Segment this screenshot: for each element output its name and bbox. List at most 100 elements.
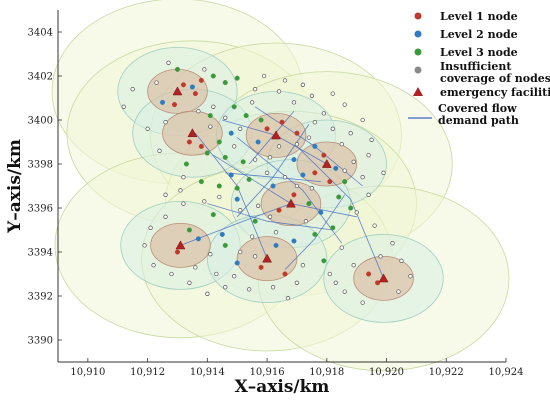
level-2-node-point bbox=[312, 143, 318, 149]
level-2-node-point bbox=[291, 238, 297, 244]
level-2-node-point bbox=[160, 99, 166, 105]
insufficient-coverage-of-nodes-point bbox=[351, 159, 356, 164]
insufficient-coverage-of-nodes-point bbox=[249, 100, 255, 105]
insufficient-coverage-of-nodes-point bbox=[151, 263, 156, 268]
level-1-node-point bbox=[198, 143, 204, 149]
x-tick-label: 10,918 bbox=[309, 367, 344, 378]
insufficient-coverage-of-nodes-point bbox=[276, 144, 282, 149]
insufficient-coverage-of-nodes-point bbox=[273, 230, 279, 235]
insufficient-coverage-of-nodes-point bbox=[193, 265, 198, 270]
flow-demand-paths bbox=[180, 106, 384, 279]
insufficient-coverage-of-nodes-point bbox=[330, 126, 335, 131]
level-1-node-point bbox=[294, 130, 300, 136]
y-tick-label: 3400 bbox=[28, 116, 53, 127]
emergency-facility-marker bbox=[286, 198, 296, 208]
insufficient-coverage-of-nodes-point bbox=[130, 87, 135, 92]
insufficient-coverage-of-nodes-point bbox=[321, 111, 326, 116]
insufficient-coverage-of-nodes-point bbox=[306, 135, 312, 140]
legend: Level 1 node Level 2 node Level 3 nodeInsu… bbox=[408, 10, 550, 127]
insufficient-coverage-of-nodes-point bbox=[208, 252, 213, 257]
y-tick-label: 3394 bbox=[28, 248, 53, 259]
insufficient-coverage-of-nodes-point bbox=[330, 91, 335, 96]
x-tick-label: 10,912 bbox=[130, 367, 165, 378]
insufficient-coverage-of-nodes-point bbox=[261, 73, 267, 79]
insufficient-coverage-of-nodes-point bbox=[148, 225, 153, 230]
insufficient-coverage-of-nodes-point bbox=[282, 175, 288, 180]
insufficient-coverage-of-nodes-point bbox=[169, 271, 174, 277]
insufficient-coverage-of-nodes-point bbox=[252, 87, 258, 92]
insufficient-coverage-of-nodes-point bbox=[196, 109, 201, 114]
y-axis-title: Y–axis/km bbox=[5, 139, 25, 234]
emergency-facility-marker bbox=[187, 128, 198, 138]
insufficient-coverage-of-nodes-point bbox=[285, 296, 291, 301]
level-2-node-point bbox=[228, 130, 234, 136]
y-tick-label: 3402 bbox=[28, 72, 53, 83]
insufficient-coverage-of-nodes-point bbox=[214, 271, 219, 277]
level-2-node-point bbox=[255, 139, 261, 145]
insufficient-coverage-of-nodes-point bbox=[309, 186, 315, 191]
level-3-node-point bbox=[174, 66, 180, 72]
flow-demand-path bbox=[207, 203, 333, 231]
level-3-node-point bbox=[312, 231, 318, 237]
level-1-node-point bbox=[264, 126, 270, 132]
legend-marker-insufficient-coverage-of-nodes bbox=[414, 66, 422, 74]
insufficient-coverage-of-nodes-point bbox=[238, 208, 243, 213]
level-3-node-point bbox=[336, 194, 342, 200]
level-2-node-point bbox=[300, 172, 306, 178]
level-1-node-point bbox=[180, 82, 186, 88]
level-3-node-point bbox=[306, 201, 312, 207]
insufficient-coverage-of-nodes-point bbox=[360, 300, 365, 305]
insufficient-coverage-of-nodes-point bbox=[348, 131, 353, 136]
insufficient-coverage-of-nodes-point bbox=[252, 157, 258, 162]
level-3-node-point bbox=[348, 205, 354, 211]
x-tick-label: 10,922 bbox=[429, 367, 464, 378]
insufficient-coverage-of-nodes-point bbox=[157, 148, 162, 153]
insufficient-coverage-of-nodes-point bbox=[205, 291, 210, 296]
insufficient-coverage-of-nodes-point bbox=[166, 60, 171, 65]
level-2-node-point bbox=[270, 183, 276, 189]
insufficient-coverage-of-nodes-point bbox=[178, 188, 183, 193]
level-1-node-point bbox=[279, 119, 285, 125]
insufficient-coverage-of-nodes-point bbox=[181, 175, 186, 180]
level-1-node-point bbox=[282, 271, 288, 277]
insufficient-coverage-of-nodes-point bbox=[342, 168, 347, 173]
insufficient-coverage-of-nodes-point bbox=[369, 137, 374, 142]
insufficient-coverage-of-nodes-point bbox=[396, 289, 401, 294]
insufficient-coverage-of-nodes-point bbox=[163, 120, 168, 125]
level-2-node-point bbox=[234, 260, 240, 266]
level-1-node-point bbox=[375, 280, 381, 286]
level-1-node-point bbox=[192, 91, 198, 97]
level-3-node-point bbox=[222, 154, 228, 160]
level-2-node-point bbox=[228, 172, 234, 178]
insufficient-coverage-of-nodes-point bbox=[211, 104, 216, 109]
level-3-node-point bbox=[252, 218, 258, 224]
insufficient-coverage-of-nodes-point bbox=[181, 201, 186, 206]
insufficient-coverage-of-nodes-point bbox=[408, 274, 413, 279]
level-2-node-point bbox=[234, 196, 240, 202]
insufficient-coverage-of-nodes-point bbox=[339, 245, 344, 250]
insufficient-coverage-of-nodes-point bbox=[333, 280, 338, 285]
insufficient-coverage-of-nodes-point bbox=[264, 170, 270, 175]
insufficient-coverage-of-nodes-point bbox=[232, 274, 237, 279]
insufficient-coverage-of-nodes-point bbox=[255, 203, 261, 208]
insufficient-coverage-of-nodes-point bbox=[142, 243, 147, 248]
legend-label-level-1-node: Level 1 node bbox=[440, 10, 518, 23]
level-2-node-point bbox=[333, 165, 339, 171]
insufficient-coverage-of-nodes-point bbox=[294, 183, 300, 189]
insufficient-coverage-of-nodes-point bbox=[300, 82, 306, 87]
level-3-node-point bbox=[222, 242, 228, 248]
level-3-node-point bbox=[330, 225, 336, 231]
insufficient-coverage-of-nodes-point bbox=[249, 234, 255, 239]
level-3-node-point bbox=[321, 258, 327, 264]
legend-label-insufficient-coverage-of-nodes: Insufficient coverage of nodes bbox=[440, 60, 550, 85]
level-3-node-point bbox=[342, 179, 348, 185]
insufficient-coverage-of-nodes-point bbox=[339, 142, 344, 147]
level-3-node-point bbox=[243, 113, 249, 119]
insufficient-coverage-of-nodes-point bbox=[223, 285, 228, 290]
insufficient-coverage-of-nodes-point bbox=[378, 254, 383, 259]
insufficient-coverage-of-nodes-point bbox=[202, 67, 207, 72]
emergency-facility-marker bbox=[262, 253, 272, 263]
insufficient-coverage-of-nodes-point bbox=[366, 153, 371, 158]
level-1-node-point bbox=[276, 207, 282, 213]
insufficient-coverage-of-nodes-point bbox=[154, 80, 159, 85]
